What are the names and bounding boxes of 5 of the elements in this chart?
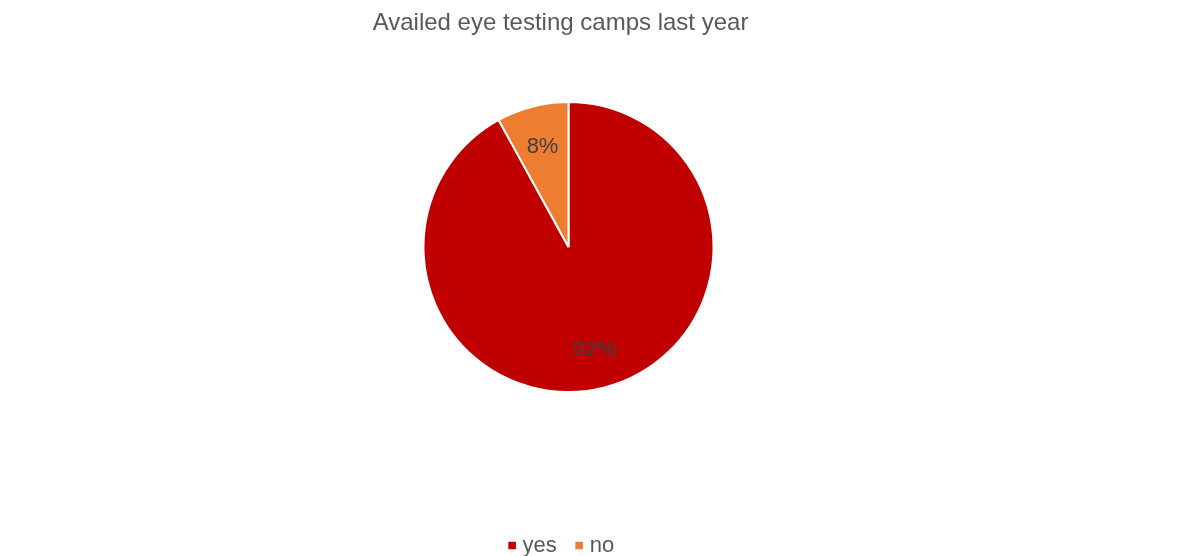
legend-label: yes — [522, 531, 557, 556]
chart-title: Availed eye testing camps last year — [372, 7, 749, 35]
data-label: 92% — [572, 335, 617, 361]
data-label: 8% — [526, 133, 559, 159]
legend-label: no — [589, 531, 615, 556]
